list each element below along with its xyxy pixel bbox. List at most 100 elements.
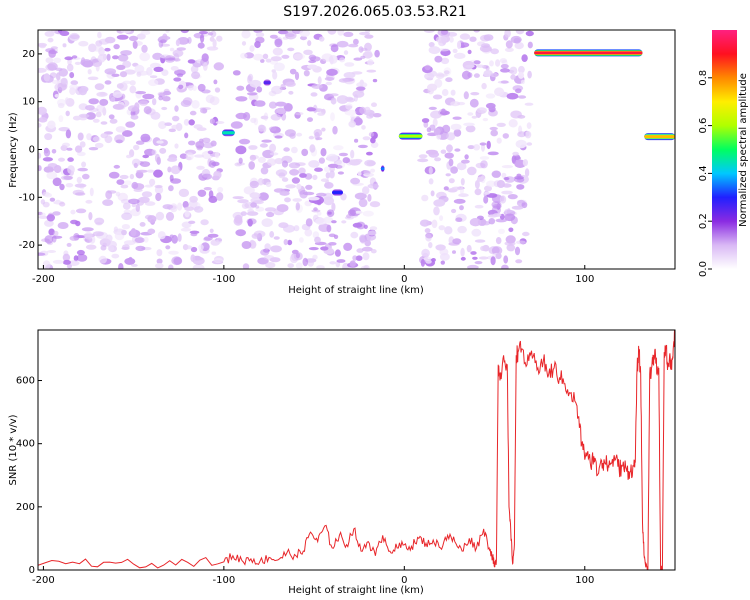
heatmap-cell	[108, 171, 120, 179]
heatmap-cell	[479, 142, 487, 146]
heatmap-cell	[367, 194, 372, 202]
heatmap-feature	[380, 167, 385, 170]
heatmap-cell	[274, 135, 283, 139]
heatmap-cell	[362, 210, 374, 217]
heatmap-cell	[337, 171, 344, 175]
heatmap-cell	[144, 201, 156, 206]
heatmap-cell	[444, 226, 453, 235]
heatmap-cell	[428, 178, 434, 185]
heatmap-cell	[320, 246, 329, 251]
heatmap-cell	[467, 145, 475, 150]
heatmap-x-label: Height of straight line (km)	[288, 285, 424, 296]
heatmap-cell	[355, 255, 363, 261]
heatmap-cell	[308, 247, 319, 251]
heatmap-cell	[482, 117, 489, 122]
heatmap-cell	[364, 159, 376, 167]
heatmap-cell	[296, 183, 302, 190]
heatmap-cell	[364, 239, 372, 247]
heatmap-cell	[446, 132, 456, 141]
heatmap-cell	[191, 100, 200, 109]
heatmap-cell	[158, 35, 171, 41]
heatmap-cell	[423, 121, 429, 128]
heatmap-cell	[329, 56, 334, 65]
heatmap-cell	[309, 144, 316, 153]
heatmap-cell	[360, 55, 366, 60]
heatmap-cell	[449, 36, 454, 43]
heatmap-cell	[461, 70, 471, 80]
heatmap-cell	[216, 35, 223, 42]
heatmap-cell	[78, 113, 90, 118]
heatmap-cell	[306, 107, 317, 112]
heatmap-cell	[238, 138, 251, 145]
heatmap-cell	[481, 82, 487, 90]
heatmap-cell	[285, 184, 296, 189]
heatmap-cell	[350, 115, 356, 119]
heatmap-cell	[165, 30, 170, 33]
heatmap-cell	[174, 69, 186, 76]
heatmap-cell	[165, 211, 175, 221]
heatmap-cell	[518, 65, 525, 74]
heatmap-cell	[69, 34, 80, 39]
heatmap-cell	[143, 106, 152, 115]
heatmap-cell	[249, 180, 259, 189]
heatmap-cell	[113, 164, 121, 169]
heatmap-cell	[515, 30, 525, 35]
heatmap-cell	[213, 170, 222, 180]
heatmap-cell	[47, 62, 58, 71]
heatmap-cell	[430, 190, 435, 197]
heatmap-cell	[461, 159, 470, 164]
heatmap-cell	[84, 231, 93, 240]
heatmap-cell	[423, 30, 435, 33]
heatmap-cell	[429, 124, 436, 131]
heatmap-cell	[42, 157, 54, 162]
heatmap-cell	[68, 260, 80, 266]
heatmap-cell	[67, 165, 75, 175]
heatmap-cell	[463, 122, 475, 127]
heatmap-cell	[92, 136, 101, 142]
heatmap-cell	[142, 93, 155, 100]
heatmap-cell	[168, 264, 174, 269]
heatmap-cell	[207, 150, 214, 155]
heatmap-cell	[104, 36, 116, 44]
heatmap-cell	[236, 85, 245, 91]
heatmap-cell	[211, 251, 217, 255]
heatmap-cell	[302, 257, 309, 267]
heatmap-cell	[374, 49, 380, 58]
heatmap-cell	[450, 101, 461, 107]
heatmap-cell	[458, 42, 470, 48]
heatmap-cell	[156, 140, 164, 144]
heatmap-cell	[94, 142, 104, 149]
heatmap-cell	[62, 259, 71, 265]
heatmap-cell	[305, 218, 313, 227]
heatmap-cell	[119, 174, 129, 180]
heatmap-cell	[38, 122, 42, 128]
heatmap-cell	[495, 218, 507, 223]
heatmap-cell	[169, 47, 175, 52]
heatmap-cell	[332, 125, 338, 135]
heatmap-cell	[491, 246, 503, 256]
heatmap-cell	[467, 166, 477, 176]
heatmap-cell	[232, 70, 241, 76]
heatmap-cell	[112, 91, 123, 98]
heatmap-cell	[248, 73, 254, 82]
heatmap-cell	[343, 31, 354, 37]
heatmap-cell	[479, 45, 492, 53]
heatmap-cell	[372, 113, 382, 118]
heatmap-cell	[436, 73, 448, 77]
heatmap-cell	[316, 211, 322, 216]
heatmap-cell	[433, 128, 441, 136]
heatmap-cell	[184, 210, 190, 218]
heatmap-cell	[338, 78, 349, 83]
heatmap-cell	[324, 182, 334, 189]
heatmap-cell	[53, 57, 62, 63]
heatmap-cell	[354, 138, 359, 143]
heatmap-cell	[190, 65, 199, 74]
heatmap-cell	[457, 101, 466, 106]
heatmap-cell	[139, 52, 151, 62]
heatmap-cell	[104, 47, 111, 52]
heatmap-cell	[459, 33, 471, 40]
heatmap-cell	[369, 113, 374, 118]
heatmap-cell	[192, 256, 205, 265]
heatmap-cell	[149, 178, 156, 186]
